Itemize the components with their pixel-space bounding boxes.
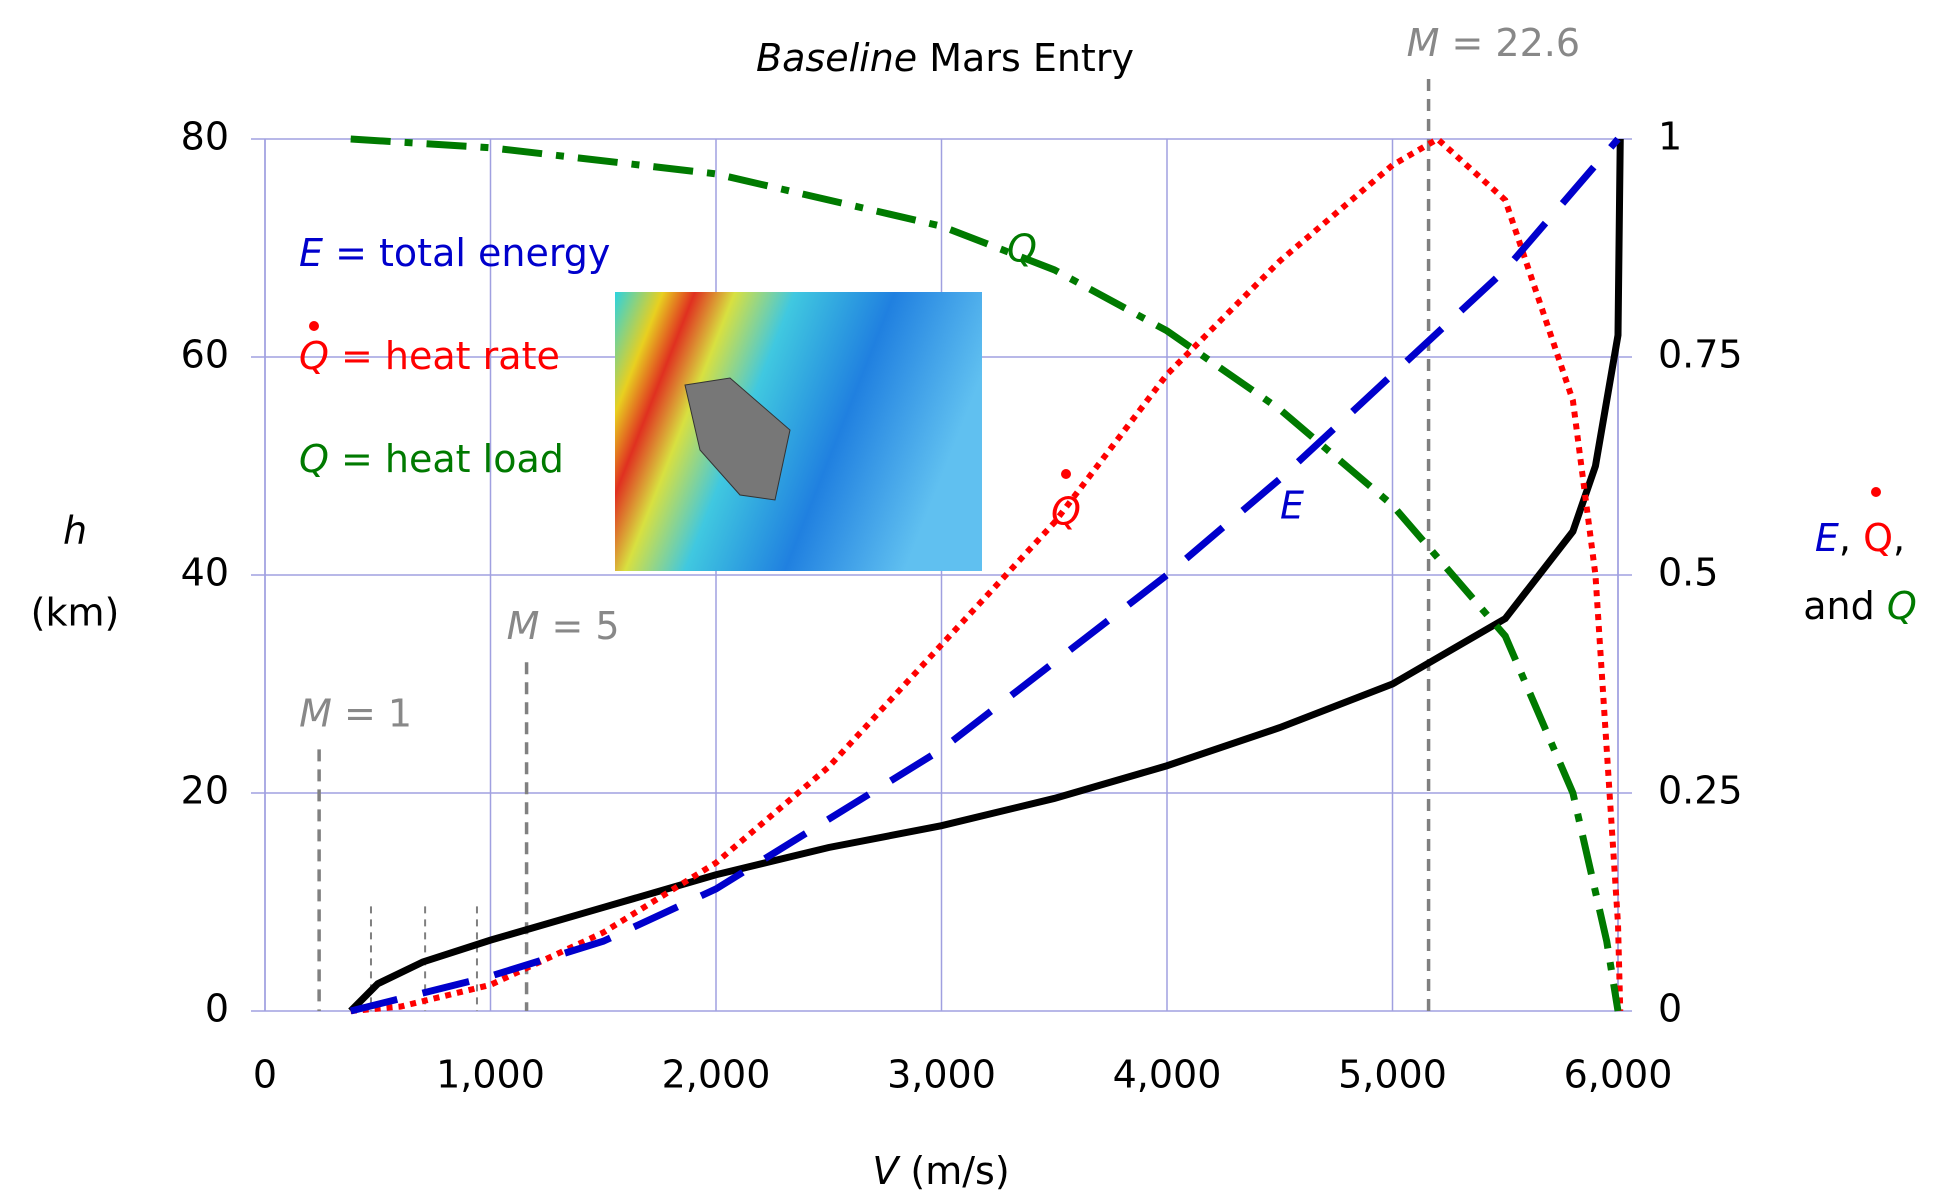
x-axis-label: V (m/s) <box>872 1149 1009 1193</box>
mach-symbol: M <box>1407 21 1440 65</box>
y2-sep: , <box>1893 516 1905 560</box>
legend-text: = total energy <box>335 231 610 275</box>
dot-accent <box>1871 487 1881 497</box>
legend-entry: Q = heat rate <box>299 334 560 378</box>
flow-field <box>615 292 982 571</box>
title-emphasis: Baseline <box>756 36 917 80</box>
y-axis-unit: (km) <box>31 591 120 635</box>
x-axis-unit: (m/s) <box>910 1149 1009 1193</box>
mach-value: = 22.6 <box>1451 21 1580 65</box>
series-line <box>350 135 1622 1012</box>
y2-symbol: Q <box>1887 584 1917 628</box>
legend-symbol: Q <box>299 334 329 378</box>
y-tick-label: 20 <box>181 769 229 813</box>
dot-accent <box>1061 469 1071 479</box>
legend-text: = heat rate <box>341 334 560 378</box>
x-tick-label: 5,000 <box>1338 1053 1447 1097</box>
series-label: Q <box>1007 227 1037 271</box>
y2-axis-label-1: E, Q, <box>1815 516 1905 560</box>
legend-text: = heat load <box>341 437 564 481</box>
mach-value: = 1 <box>344 691 412 735</box>
capsule <box>684 377 791 501</box>
y-tick-label: 80 <box>181 115 229 159</box>
title-rest: Mars Entry <box>929 36 1134 80</box>
x-tick-label: 3,000 <box>887 1053 996 1097</box>
y2-tick-label: 0.25 <box>1658 769 1743 813</box>
dot-accent <box>309 321 319 331</box>
mach-label: M = 5 <box>507 604 620 648</box>
y2-tick-label: 0.5 <box>1658 551 1718 595</box>
x-tick-label: 6,000 <box>1564 1053 1673 1097</box>
series-label: Q <box>1051 490 1081 534</box>
y2-symbol: Q <box>1863 516 1893 560</box>
y2-tick-label: 0.75 <box>1658 333 1743 377</box>
y-tick-label: 0 <box>205 987 229 1031</box>
x-axis-symbol: V <box>872 1149 901 1193</box>
y2-symbol: E <box>1815 516 1839 560</box>
x-tick-label: 0 <box>253 1053 277 1097</box>
y2-axis-label-2: and Q <box>1803 584 1917 628</box>
legend-entry: E = total energy <box>299 231 610 275</box>
series-line <box>348 138 1624 1014</box>
mach-label: M = 1 <box>299 691 412 735</box>
legend-symbol: Q <box>299 437 329 481</box>
x-tick-label: 1,000 <box>436 1053 545 1097</box>
series-line <box>349 136 1621 1015</box>
mach-label: M = 22.6 <box>1407 21 1580 65</box>
x-tick-label: 4,000 <box>1113 1053 1222 1097</box>
x-tick-label: 2,000 <box>662 1053 771 1097</box>
y-tick-label: 60 <box>181 333 229 377</box>
series-line <box>350 135 1624 1014</box>
inset-image <box>615 292 982 571</box>
y-axis-symbol: h <box>63 509 87 553</box>
y-tick-label: 40 <box>181 551 229 595</box>
y2-rest: and <box>1803 584 1875 628</box>
legend-entry: Q = heat load <box>299 437 564 481</box>
mach-value: = 5 <box>551 604 619 648</box>
series-label: E <box>1280 484 1304 528</box>
y2-tick-label: 0 <box>1658 987 1682 1031</box>
chart-title: Baseline Mars Entry <box>756 36 1134 80</box>
mach-symbol: M <box>507 604 540 648</box>
y2-tick-label: 1 <box>1658 115 1682 159</box>
mach-symbol: M <box>299 691 332 735</box>
legend-symbol: E <box>299 231 323 275</box>
y2-sep: , <box>1839 516 1851 560</box>
